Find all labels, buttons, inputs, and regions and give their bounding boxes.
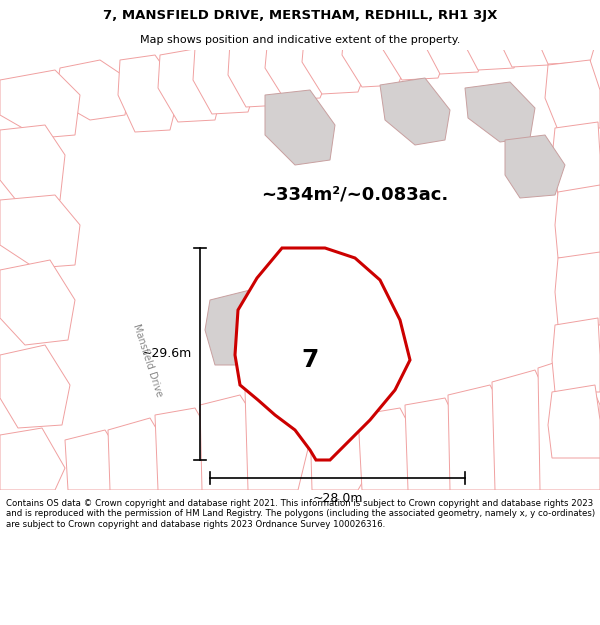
Polygon shape [193, 42, 260, 114]
Polygon shape [0, 260, 75, 345]
Polygon shape [118, 55, 180, 132]
Polygon shape [65, 430, 130, 490]
Polygon shape [505, 135, 565, 198]
Polygon shape [575, 0, 600, 32]
Polygon shape [158, 48, 225, 122]
Polygon shape [0, 70, 80, 138]
Polygon shape [245, 375, 315, 490]
Polygon shape [0, 125, 65, 205]
Polygon shape [555, 185, 600, 258]
Text: Map shows position and indicative extent of the property.: Map shows position and indicative extent… [140, 35, 460, 45]
Polygon shape [448, 385, 515, 490]
Polygon shape [380, 78, 450, 145]
Polygon shape [552, 318, 600, 392]
Polygon shape [548, 385, 600, 458]
Polygon shape [200, 395, 268, 490]
Polygon shape [0, 428, 65, 490]
Polygon shape [552, 122, 600, 195]
Polygon shape [382, 8, 452, 80]
Polygon shape [108, 418, 175, 490]
Polygon shape [265, 28, 335, 100]
Polygon shape [342, 15, 412, 87]
Text: ~334m²/~0.083ac.: ~334m²/~0.083ac. [262, 186, 449, 204]
Polygon shape [310, 415, 375, 490]
Polygon shape [302, 22, 372, 94]
Polygon shape [555, 252, 600, 325]
Polygon shape [265, 90, 335, 165]
Polygon shape [405, 398, 468, 490]
Polygon shape [465, 82, 535, 142]
Polygon shape [538, 355, 600, 490]
Polygon shape [0, 345, 70, 428]
Polygon shape [228, 35, 295, 107]
Polygon shape [235, 248, 410, 460]
Polygon shape [422, 2, 490, 74]
Polygon shape [545, 60, 600, 130]
Text: 7: 7 [301, 348, 319, 372]
Polygon shape [492, 370, 558, 490]
Polygon shape [255, 270, 310, 338]
Polygon shape [55, 60, 130, 120]
Text: Mansfield Drive: Mansfield Drive [131, 322, 164, 398]
Text: ~29.6m: ~29.6m [142, 348, 192, 361]
Text: Contains OS data © Crown copyright and database right 2021. This information is : Contains OS data © Crown copyright and d… [6, 499, 595, 529]
Text: 7, MANSFIELD DRIVE, MERSTHAM, REDHILL, RH1 3JX: 7, MANSFIELD DRIVE, MERSTHAM, REDHILL, R… [103, 9, 497, 21]
Text: ~28.0m: ~28.0m [312, 492, 363, 505]
Polygon shape [496, 0, 560, 67]
Polygon shape [155, 408, 218, 490]
Polygon shape [460, 0, 525, 70]
Polygon shape [533, 0, 600, 64]
Polygon shape [0, 195, 80, 268]
Polygon shape [205, 290, 265, 365]
Polygon shape [358, 408, 425, 490]
